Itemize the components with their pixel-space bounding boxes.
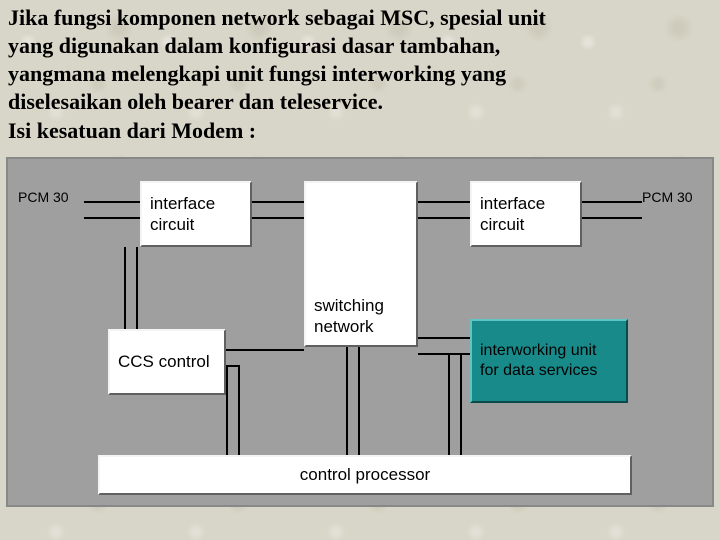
iwu-text: interworking unit for data services [480,341,618,381]
connector-line [84,201,140,203]
connector-line [226,365,228,455]
if_left-text: interface circuit [150,193,242,236]
switch-text: switching network [314,295,412,338]
connector-line [124,247,126,329]
heading-block: Jika fungsi komponen network sebagai MSC… [0,0,720,157]
connector-line [84,217,140,219]
switch-box: switching network [304,181,418,347]
connector-line [418,353,470,355]
connector-line [460,353,462,455]
heading-line-1: Jika fungsi komponen network sebagai MSC… [8,4,712,32]
if_right-text: interface circuit [480,193,572,236]
if_right-box: interface circuit [470,181,582,247]
heading-line-2: yang digunakan dalam konfigurasi dasar t… [8,32,712,60]
connector-line [252,201,304,203]
connector-line [358,347,360,455]
connector-line [252,217,304,219]
pcm_right-label: PCM 30 [642,189,693,205]
connector-line [582,217,642,219]
iwu-box: interworking unit for data services [470,319,628,403]
diagram-frame: PCM 30 interface circuit switching network… [6,157,714,507]
heading-line-5: Isi kesatuan dari Modem : [8,117,712,145]
connector-line [346,347,348,455]
connector-line [448,353,450,455]
connector-line [418,201,470,203]
diagram-canvas: PCM 30 interface circuit switching network… [8,159,712,505]
connector-line [226,349,304,351]
pcm_left-label: PCM 30 [18,189,69,205]
heading-line-3: yangmana melengkapi unit fungsi interwor… [8,60,712,88]
connector-line [136,247,138,329]
connector-line [226,365,238,367]
if_left-box: interface circuit [140,181,252,247]
cproc-box: control processor [98,455,632,495]
connector-line [418,217,470,219]
ccs-text: CCS control [118,351,210,372]
connector-line [238,365,240,455]
connector-line [582,201,642,203]
ccs-box: CCS control [108,329,226,395]
heading-line-4: diselesaikan oleh bearer dan teleservice… [8,88,712,116]
connector-line [418,337,470,339]
cproc-text: control processor [300,464,430,485]
